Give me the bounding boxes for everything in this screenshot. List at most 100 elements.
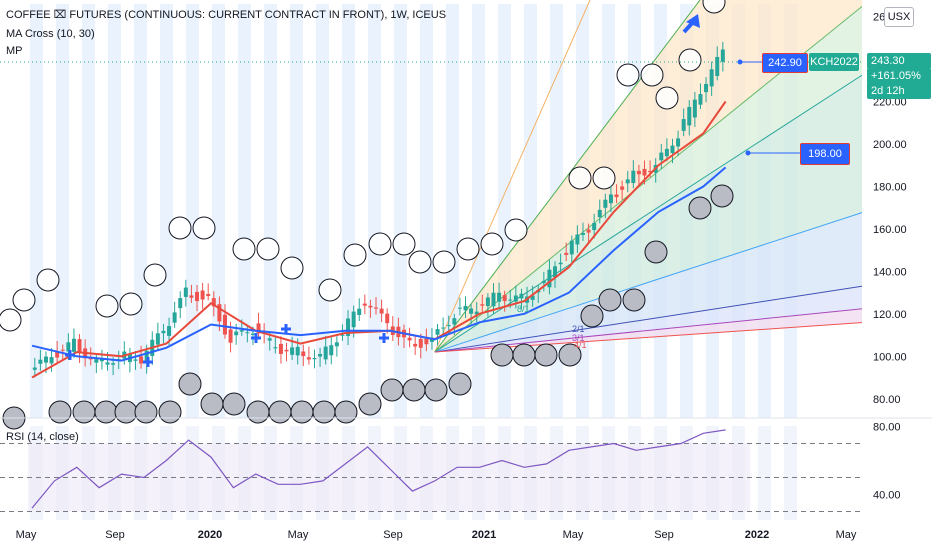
fan-line [434, 284, 871, 353]
candle-body [709, 69, 714, 87]
rsi-legend[interactable]: RSI (14, close) [6, 431, 79, 443]
background-band [394, 4, 407, 418]
mp-circle-open [95, 294, 119, 318]
candle-body [267, 338, 272, 341]
mp-circle-open [655, 86, 679, 110]
mp-circle-open [392, 232, 416, 256]
time-tick-label: 2021 [472, 529, 496, 541]
candle-body [155, 333, 160, 345]
candle-body [670, 145, 675, 154]
candle-body [469, 308, 474, 314]
candle-body [357, 308, 362, 315]
candle-body [295, 346, 300, 356]
countdown-tag: 2d 12h [867, 83, 931, 99]
price-tick-label: 180.00 [873, 181, 907, 193]
background-band [264, 4, 277, 418]
candle-body [698, 94, 703, 105]
rsi-background-band [758, 426, 771, 520]
callout-high-tag: 242.90 [762, 53, 808, 73]
candle-body [625, 179, 630, 184]
candle-body [586, 229, 591, 233]
mp-circle-open [119, 292, 143, 316]
mp-circle-open [480, 232, 504, 256]
candle-body [379, 308, 384, 314]
mp-circle-open [616, 63, 640, 87]
time-tick-label: Sep [105, 529, 125, 541]
candle-body [133, 359, 138, 361]
candle-body [474, 311, 479, 315]
time-tick-label: May [836, 529, 857, 541]
candle-body [614, 194, 619, 198]
candle-body [508, 299, 513, 301]
symbol-tag: KCH2022 [809, 53, 859, 71]
mp-circle-open [456, 237, 480, 261]
fan-line [434, 307, 871, 353]
candle-body [189, 295, 194, 298]
candle-body [66, 342, 71, 352]
candle-body [385, 313, 390, 324]
ma-cross-marker [379, 333, 389, 343]
candle-body [172, 312, 177, 323]
candle-body [502, 295, 507, 302]
candle-body [222, 314, 227, 335]
background-band [342, 4, 355, 418]
price-tick-label: 120.00 [873, 309, 907, 321]
background-band [56, 4, 69, 418]
mp-circle-filled [558, 343, 582, 367]
candle-body [167, 326, 172, 336]
price-tick-label: 160.00 [873, 224, 907, 236]
candle-body [424, 338, 429, 345]
ma-cross-marker [143, 357, 153, 367]
background-band [316, 4, 329, 418]
candle-body [597, 209, 602, 218]
candle-body [273, 347, 278, 349]
ma-cross-marker [251, 333, 261, 343]
arrow-head [686, 14, 700, 28]
time-tick-label: Sep [654, 529, 674, 541]
mp-circle-open [192, 216, 216, 240]
price-tick-label: 100.00 [873, 351, 907, 363]
fan-ratio-label: 2/1 [572, 324, 585, 334]
mp-circle-open [318, 278, 342, 302]
candle-body [206, 294, 211, 297]
ma-cross-legend[interactable]: MA Cross (10, 30) [6, 28, 95, 40]
mp-legend[interactable]: MP [6, 45, 23, 57]
price-tick-label: 220.00 [873, 97, 907, 109]
price-tick-label: 140.00 [873, 266, 907, 278]
candle-body [43, 356, 48, 363]
mp-circle-filled [72, 400, 96, 424]
rsi-line [31, 429, 726, 509]
mp-circle-filled [512, 343, 536, 367]
currency-button[interactable]: USX [884, 7, 914, 27]
candle-body [111, 363, 116, 365]
mp-circle-filled [644, 240, 668, 264]
candle-body [480, 304, 485, 306]
mp-circle-filled [710, 184, 734, 208]
candle-body [105, 362, 110, 365]
fan-ratio-label: 3/1 [572, 333, 585, 343]
candle-body [452, 318, 457, 325]
mp-circle-filled [490, 343, 514, 367]
candle-body [374, 307, 379, 309]
candle-body [441, 327, 446, 329]
background-band [290, 4, 303, 418]
background-band [472, 4, 485, 418]
candle-body [636, 170, 641, 175]
mp-circle-filled [424, 378, 448, 402]
candle-body [715, 56, 720, 77]
candle-body [245, 332, 250, 334]
mp-circle-open [36, 268, 60, 292]
candle-body [71, 338, 76, 352]
time-tick-label: May [16, 529, 37, 541]
candle-body [446, 325, 451, 327]
candle-body [569, 240, 574, 255]
candle-body [306, 357, 311, 360]
mp-circle-filled [402, 378, 426, 402]
candle-body [547, 269, 552, 288]
candle-body [553, 266, 558, 278]
candle-body [704, 83, 709, 93]
rsi-tick-label: 40.00 [873, 490, 901, 502]
candle-body [435, 329, 440, 335]
candle-body [413, 343, 418, 347]
